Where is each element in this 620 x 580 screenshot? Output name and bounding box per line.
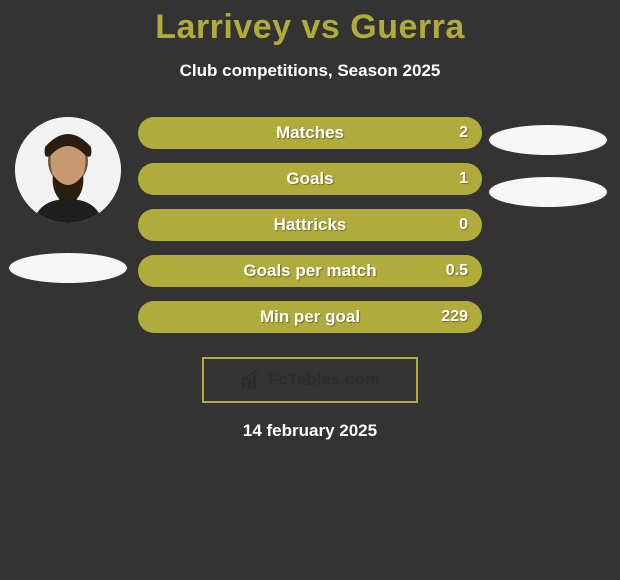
left-player-name-ellipse <box>9 253 127 283</box>
stat-label: Hattricks <box>274 215 347 235</box>
right-player-ellipse-2 <box>489 177 607 207</box>
brand-box: FcTables.com <box>202 357 418 403</box>
comparison-content: Matches 2 Goals 1 Hattricks 0 Goals per … <box>0 117 620 333</box>
stat-bar: Hattricks 0 <box>138 209 482 241</box>
stat-bar: Goals 1 <box>138 163 482 195</box>
stat-bar: Min per goal 229 <box>138 301 482 333</box>
left-player-column <box>8 117 128 283</box>
stat-label: Min per goal <box>260 307 360 327</box>
date-text: 14 february 2025 <box>0 421 620 441</box>
stat-label: Goals per match <box>243 261 376 281</box>
stat-value: 229 <box>441 308 468 326</box>
stat-value: 1 <box>459 170 468 188</box>
stat-value: 2 <box>459 124 468 142</box>
stat-value: 0.5 <box>446 262 468 280</box>
stat-bar: Goals per match 0.5 <box>138 255 482 287</box>
stat-label: Matches <box>276 123 344 143</box>
right-player-ellipse-1 <box>489 125 607 155</box>
left-player-avatar <box>15 117 121 223</box>
stat-bars: Matches 2 Goals 1 Hattricks 0 Goals per … <box>138 117 482 333</box>
stat-value: 0 <box>459 216 468 234</box>
subtitle: Club competitions, Season 2025 <box>0 61 620 81</box>
chart-icon <box>240 369 262 391</box>
brand-text: FcTables.com <box>268 370 380 390</box>
stat-label: Goals <box>286 169 333 189</box>
right-player-column <box>488 117 608 207</box>
page-title: Larrivey vs Guerra <box>0 0 620 47</box>
stat-bar: Matches 2 <box>138 117 482 149</box>
avatar-placeholder-icon <box>15 117 121 223</box>
